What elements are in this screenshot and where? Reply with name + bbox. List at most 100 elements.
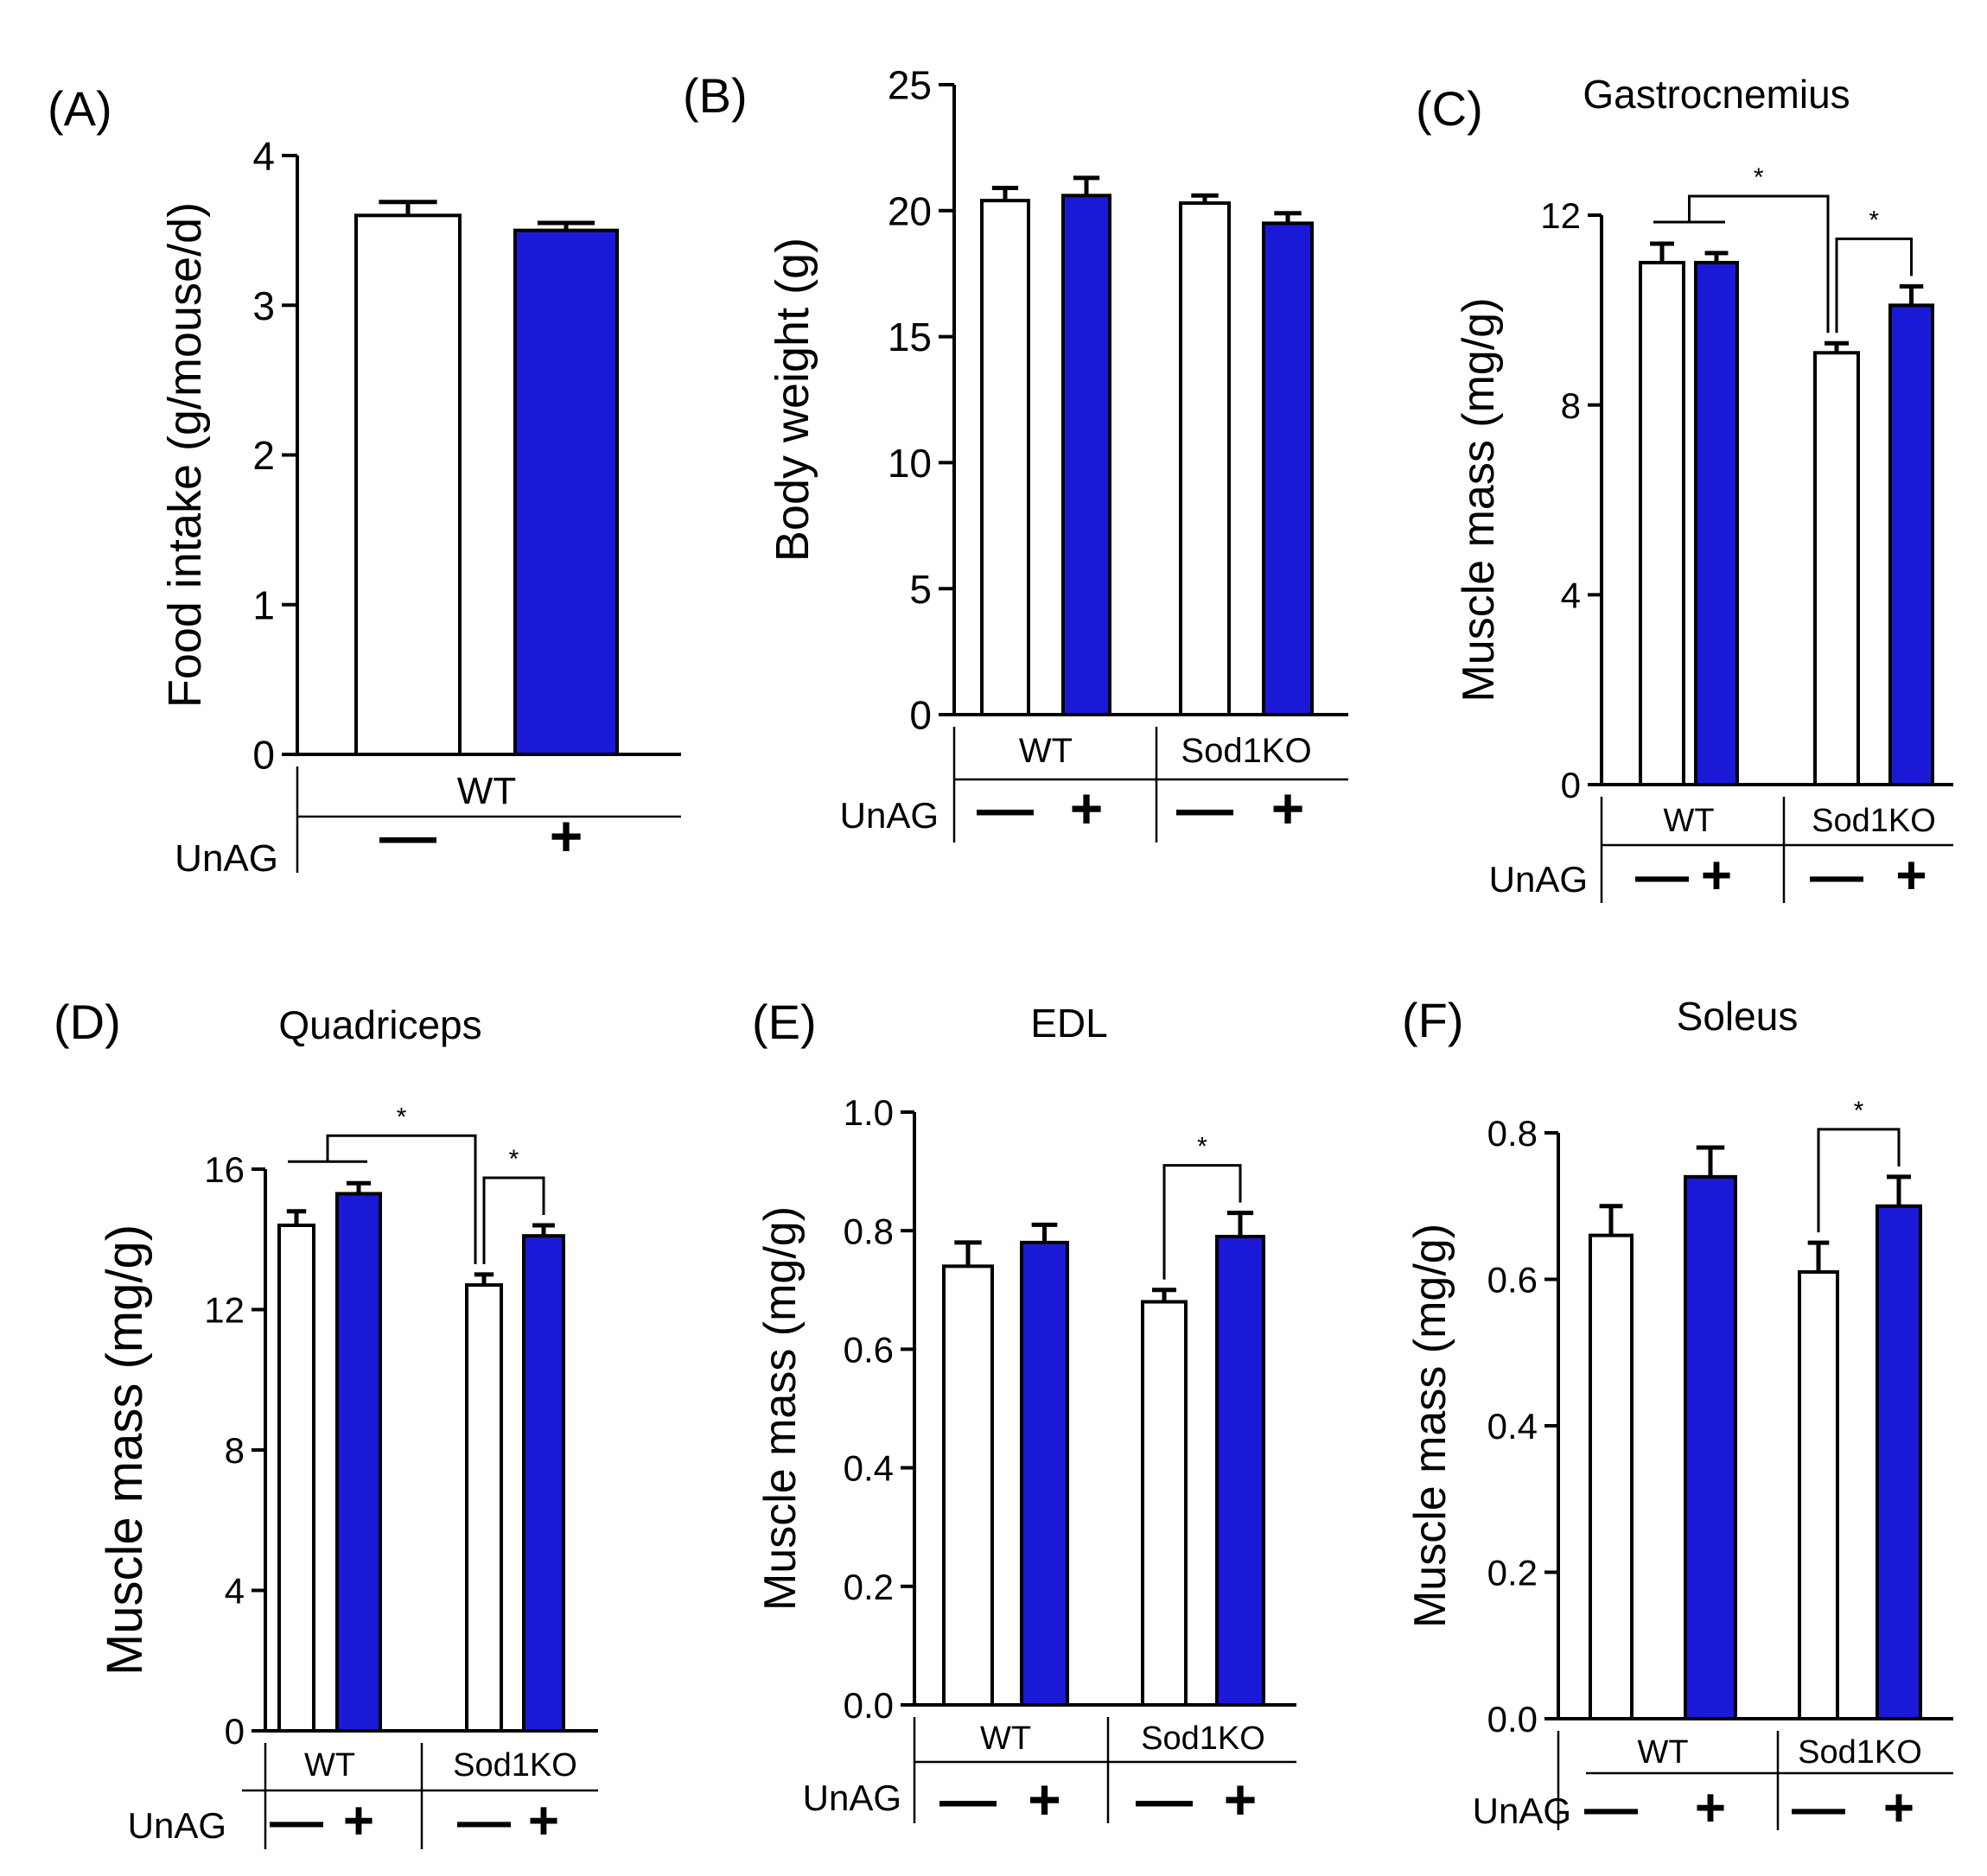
bar-control	[277, 1224, 315, 1733]
significance-star: *	[1197, 1133, 1207, 1161]
significance-bracket	[1162, 1164, 1242, 1280]
minus-sign: —	[1792, 1778, 1845, 1838]
y-axis-label: Muscle mass (mg/g)	[1405, 1224, 1455, 1628]
y-tick-label: 0.4	[844, 1448, 894, 1489]
plus-sign: +	[1895, 846, 1926, 906]
y-tick-label: 5	[909, 567, 932, 612]
minus-sign: —	[977, 776, 1034, 840]
y-axis-label: Body weight (g)	[767, 238, 818, 562]
y-tick-label: 10	[888, 441, 932, 486]
panel-e: (E) EDL 0.0 0.2 0.4 0.6 0.8 1.0 Muscle mass (mg/…	[752, 995, 1296, 1831]
significance-bracket	[482, 1176, 545, 1264]
group-label: WT	[1663, 803, 1714, 839]
plus-sign: +	[1271, 776, 1305, 840]
bar-control	[1639, 260, 1685, 786]
y-tick-label: 2	[252, 433, 275, 478]
bar-control	[465, 1283, 503, 1733]
unag-label: UnAG	[175, 837, 278, 880]
plus-sign: +	[1701, 846, 1732, 906]
significance-star: *	[1754, 163, 1764, 192]
panel-a: (A) 0 1 2 3 4 Food intake (g/mouse/d) WT UnAG — +	[48, 81, 681, 880]
group-label: Sod1KO	[1181, 732, 1311, 770]
panel-title: Soleus	[1677, 994, 1799, 1039]
y-tick-label: 8	[225, 1430, 245, 1471]
bar-control	[980, 199, 1030, 717]
bar-unag	[513, 228, 619, 756]
plus-sign: +	[1028, 1767, 1061, 1831]
bar-control	[354, 213, 462, 757]
y-tick-label: 4	[225, 1571, 245, 1612]
y-tick-label: 0.6	[1487, 1260, 1538, 1300]
panel-letter: (B)	[683, 68, 748, 123]
y-tick-label: 12	[204, 1290, 245, 1331]
group-label: Sod1KO	[453, 1747, 577, 1784]
bar-unag	[1876, 1204, 1922, 1720]
y-tick-label: 0	[909, 693, 932, 738]
y-tick-label: 15	[888, 315, 932, 359]
y-tick-label: 3	[252, 283, 275, 328]
group-label: Sod1KO	[1798, 1734, 1922, 1771]
significance-star: *	[397, 1103, 407, 1131]
y-axis-label: Muscle mass (mg/g)	[755, 1206, 806, 1611]
minus-sign: —	[1136, 1767, 1193, 1831]
bar-unag	[1694, 260, 1739, 786]
unag-label: UnAG	[840, 795, 939, 836]
y-tick-label: 0	[225, 1711, 245, 1752]
bar-unag	[1215, 1235, 1265, 1707]
bar-unag	[1684, 1174, 1737, 1720]
plus-sign: +	[343, 1791, 374, 1851]
panel-letter: (E)	[752, 995, 817, 1049]
minus-sign: —	[457, 1791, 511, 1851]
group-label: Sod1KO	[1141, 1720, 1265, 1757]
significance-star: *	[1854, 1097, 1864, 1125]
minus-sign: —	[939, 1767, 997, 1831]
y-tick-label: 0.2	[1487, 1553, 1538, 1593]
bar-unag	[1020, 1240, 1069, 1707]
y-tick-label: 0.4	[1487, 1406, 1538, 1447]
plus-sign: +	[528, 1791, 559, 1851]
bar-control	[942, 1264, 994, 1707]
y-tick-label: 1	[252, 582, 275, 627]
y-tick-label: 0	[252, 733, 275, 778]
significance-bracket	[1688, 194, 1830, 334]
bar-control	[1141, 1300, 1188, 1707]
panel-title: EDL	[1030, 1001, 1107, 1046]
group-label: WT	[1019, 732, 1073, 770]
y-tick-label: 0.0	[844, 1685, 894, 1726]
y-tick-label: 25	[888, 63, 932, 108]
significance-star: *	[509, 1145, 519, 1173]
y-tick-label: 20	[888, 188, 932, 233]
bar-unag	[1262, 221, 1314, 716]
panel-title: Gastrocnemius	[1583, 72, 1850, 117]
bar-control	[1813, 351, 1860, 786]
minus-sign: —	[1635, 846, 1689, 906]
panel-f: (F) Soleus 0.0 0.2 0.4 0.6 0.8 Muscle mass (mg/…	[1402, 993, 1953, 1838]
panel-letter: (D)	[54, 995, 121, 1049]
bar-unag	[335, 1192, 382, 1733]
bar-unag	[1888, 303, 1934, 786]
minus-sign: —	[1810, 846, 1863, 906]
significance-star: *	[1869, 206, 1879, 234]
significance-bracket	[326, 1134, 477, 1264]
group-label: WT	[1637, 1734, 1688, 1771]
panel-c: (C) Gastrocnemius 0 4 8 12 Muscle mass (mg/g) W…	[1416, 72, 1953, 906]
y-tick-label: 4	[252, 134, 275, 179]
significance-bracket	[1835, 237, 1913, 334]
bar-control	[1589, 1233, 1634, 1720]
panel-letter: (F)	[1402, 993, 1464, 1047]
panel-letter: (A)	[48, 81, 112, 136]
group-label: Sod1KO	[1812, 803, 1936, 839]
y-tick-label: 12	[1540, 195, 1581, 236]
plus-sign: +	[1224, 1767, 1258, 1831]
minus-sign: —	[379, 804, 436, 868]
y-axis-label: Muscle mass (mg/g)	[1454, 297, 1504, 702]
group-label: WT	[457, 770, 516, 812]
unag-label: UnAG	[1489, 859, 1588, 900]
significance-bracket	[1817, 1128, 1901, 1233]
unag-label: UnAG	[128, 1805, 226, 1846]
y-tick-label: 1.0	[844, 1092, 894, 1133]
unag-label: UnAG	[803, 1777, 901, 1818]
y-tick-label: 0.8	[1487, 1113, 1538, 1154]
y-tick-label: 0.0	[1487, 1699, 1538, 1739]
plus-sign: +	[1883, 1778, 1914, 1838]
